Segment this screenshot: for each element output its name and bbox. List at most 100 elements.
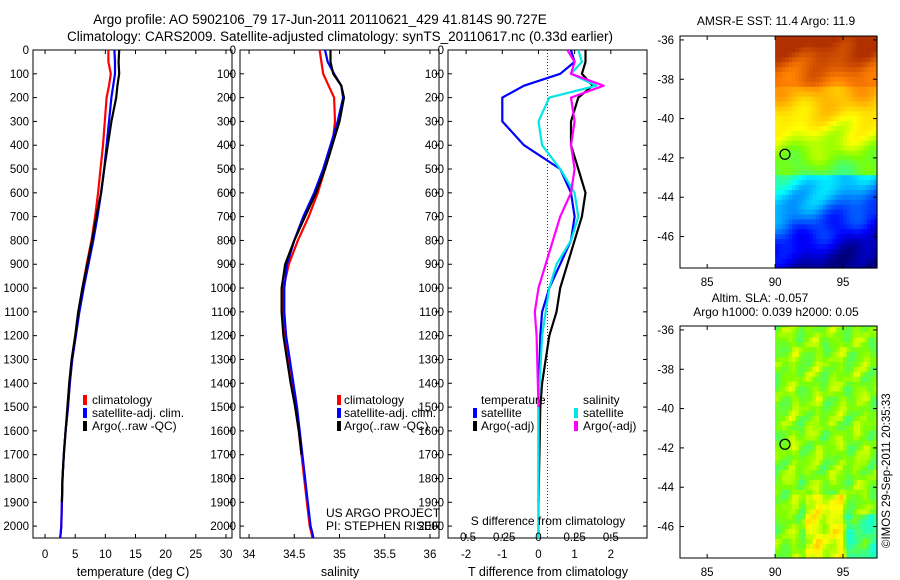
heatmap-cell [870,336,875,343]
heatmap-cell [829,430,834,436]
heatmap-cell [863,484,868,490]
heatmap-cell [778,518,783,525]
heatmap-cell [802,440,807,446]
heatmap-cell [798,218,803,225]
heatmap-cell [798,76,803,82]
heatmap-cell [839,56,844,63]
heatmap-cell [809,56,814,63]
heatmap-cell [822,253,827,259]
heatmap-cell [839,125,844,131]
heatmap-cell [843,508,848,515]
heatmap-cell [856,499,861,505]
heatmap-cell [832,454,837,461]
heatmap-cell [815,233,820,240]
heatmap-cell [839,381,844,387]
heatmap-cell [836,258,841,264]
heatmap-cell [832,71,837,77]
heatmap-cell [798,494,803,500]
heatmap-cell [826,385,831,392]
heatmap-cell [839,351,844,358]
heatmap-cell [781,223,786,230]
heatmap-cell [785,125,790,131]
heatmap-cell [792,513,797,520]
heatmap-cell [863,376,868,382]
heatmap-cell [809,518,814,525]
heatmap-cell [826,238,831,245]
heatmap-cell [866,263,871,269]
heatmap-cell [795,120,800,127]
heatmap-cell [781,130,786,136]
heatmap-cell [860,390,865,397]
heatmap-cell [819,425,824,431]
heatmap-cell [785,356,790,362]
heatmap-cell [815,115,820,122]
heatmap-cell [805,351,810,358]
heatmap-cell [839,71,844,77]
heatmap-cell [849,150,854,156]
heatmap-cell [788,164,793,171]
heatmap-cell [846,503,851,510]
heatmap-cell [792,400,797,407]
heatmap-cell [802,553,807,559]
heatmap-cell [839,331,844,338]
heatmap-cell [815,381,820,387]
heatmap-cell [792,243,797,249]
heatmap-cell [860,371,865,377]
heatmap-cell [815,154,820,161]
heatmap-cell [836,415,841,421]
heatmap-cell [836,484,841,490]
heatmap-cell [873,459,878,466]
heatmap-cell [802,420,807,426]
heatmap-cell [873,204,878,210]
heatmap-cell [843,179,848,186]
heatmap-cell [822,135,827,141]
heatmap-cell [846,263,851,269]
legend-swatch-t-satellite [473,408,477,418]
heatmap-cell [778,179,783,186]
heatmap-cell [853,199,858,205]
heatmap-cell [860,120,865,127]
heatmap-cell [809,528,814,535]
heatmap-cell [792,326,797,333]
heatmap-cell [846,479,851,485]
heatmap-cell [781,435,786,441]
heatmap-cell [802,135,807,141]
heatmap-cell [866,449,871,456]
heatmap-cell [798,326,803,333]
heatmap-cell [809,150,814,156]
heatmap-cell [792,36,797,38]
heatmap-cell [792,86,797,92]
heatmap-cell [829,440,834,446]
heatmap-cell [829,130,834,136]
heatmap-cell [826,120,831,127]
heatmap-cell [849,100,854,107]
series-line-t-argo [537,50,594,503]
heatmap-cell [812,410,817,417]
heatmap-cell [839,336,844,343]
heatmap-cell [775,154,780,161]
heatmap-cell [853,489,858,495]
heatmap-cell [815,376,820,382]
heatmap-cell [860,194,865,200]
heatmap-cell [802,263,807,269]
heatmap-cell [785,425,790,431]
heatmap-cell [819,145,824,151]
heatmap-cell [846,238,851,245]
heatmap-cell [819,100,824,107]
heatmap-cell [826,36,831,38]
heatmap-cell [798,484,803,490]
heatmap-cell [853,36,858,43]
heatmap-cell [863,474,868,480]
heatmap-cell [843,553,848,559]
heatmap-cell [836,449,841,456]
heatmap-cell [775,204,780,210]
heatmap-cell [805,263,810,269]
heatmap-cell [873,528,878,535]
heatmap-cell [849,395,854,402]
heatmap-cell [792,390,797,397]
heatmap-cell [863,105,868,112]
heatmap-cell [802,100,807,107]
heatmap-cell [846,440,851,446]
heatmap-cell [775,169,780,176]
heatmap-cell [839,179,844,186]
